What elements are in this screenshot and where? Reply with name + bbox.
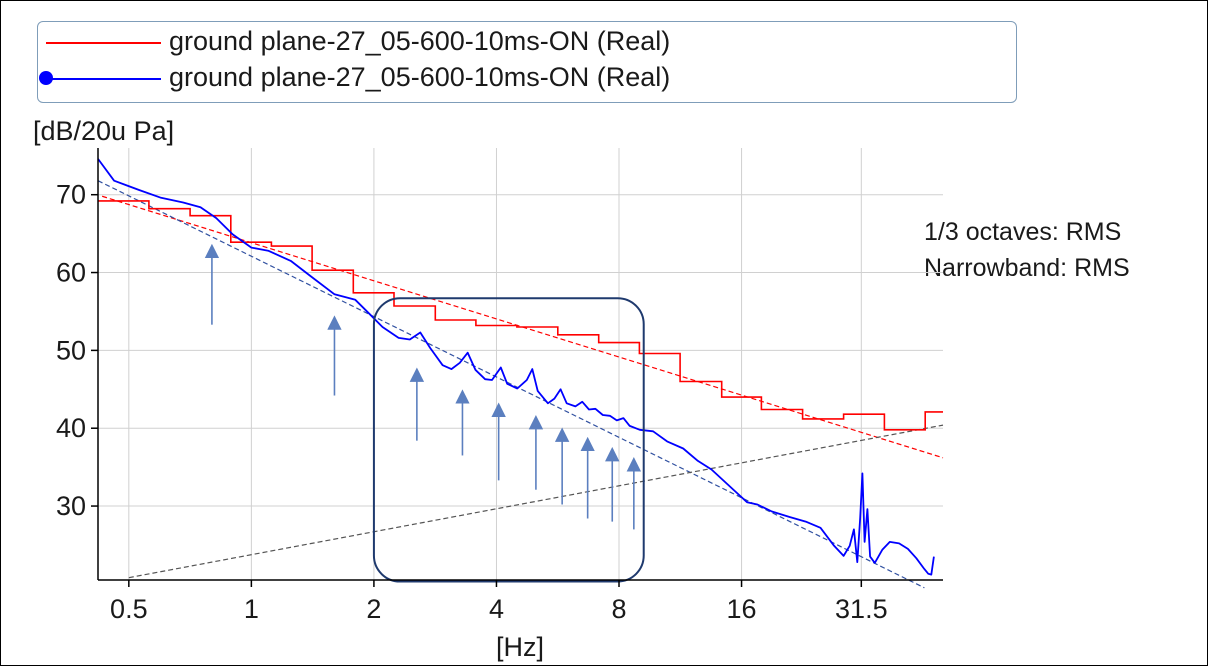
legend-entry-red: ground plane-27_05-600-10ms-ON (Real) [38, 24, 1016, 60]
legend-blue-label: ground plane-27_05-600-10ms-ON (Real) [169, 62, 671, 92]
legend: ground plane-27_05-600-10ms-ON (Real) gr… [37, 21, 1017, 103]
legend-red-line-swatch [46, 42, 161, 44]
third-octave-step-series [98, 200, 943, 431]
legend-entry-blue: ground plane-27_05-600-10ms-ON (Real) [38, 60, 1016, 96]
legend-red-label: ground plane-27_05-600-10ms-ON (Real) [169, 26, 671, 56]
x-tick-label: 8 [611, 594, 626, 624]
narrowband-series [97, 158, 935, 576]
y-tick-label: 40 [56, 413, 86, 443]
y-axis-label: [dB/20u Pa] [33, 116, 175, 146]
x-tick-label: 4 [489, 594, 504, 624]
note-third-octave: 1/3 octaves: RMS [924, 218, 1122, 246]
y-tick-label: 30 [56, 491, 86, 521]
y-tick-label: 70 [56, 180, 86, 210]
x-tick-label: 1 [244, 594, 259, 624]
x-axis-label: [Hz] [496, 632, 545, 662]
reference-line-1 [97, 180, 925, 589]
y-tick-label: 60 [56, 258, 86, 288]
y-tick-label: 50 [56, 335, 86, 365]
x-tick-label: 16 [727, 594, 757, 624]
x-tick-label: 2 [366, 594, 381, 624]
note-narrowband: Narrowband: RMS [924, 254, 1130, 282]
highlight-box [372, 297, 645, 583]
legend-blue-line-swatch [46, 78, 161, 80]
x-tick-label: 0.5 [110, 594, 148, 624]
reference-line-2 [128, 424, 944, 579]
circle-marker-icon [39, 71, 53, 85]
x-tick-label: 31.5 [835, 594, 888, 624]
